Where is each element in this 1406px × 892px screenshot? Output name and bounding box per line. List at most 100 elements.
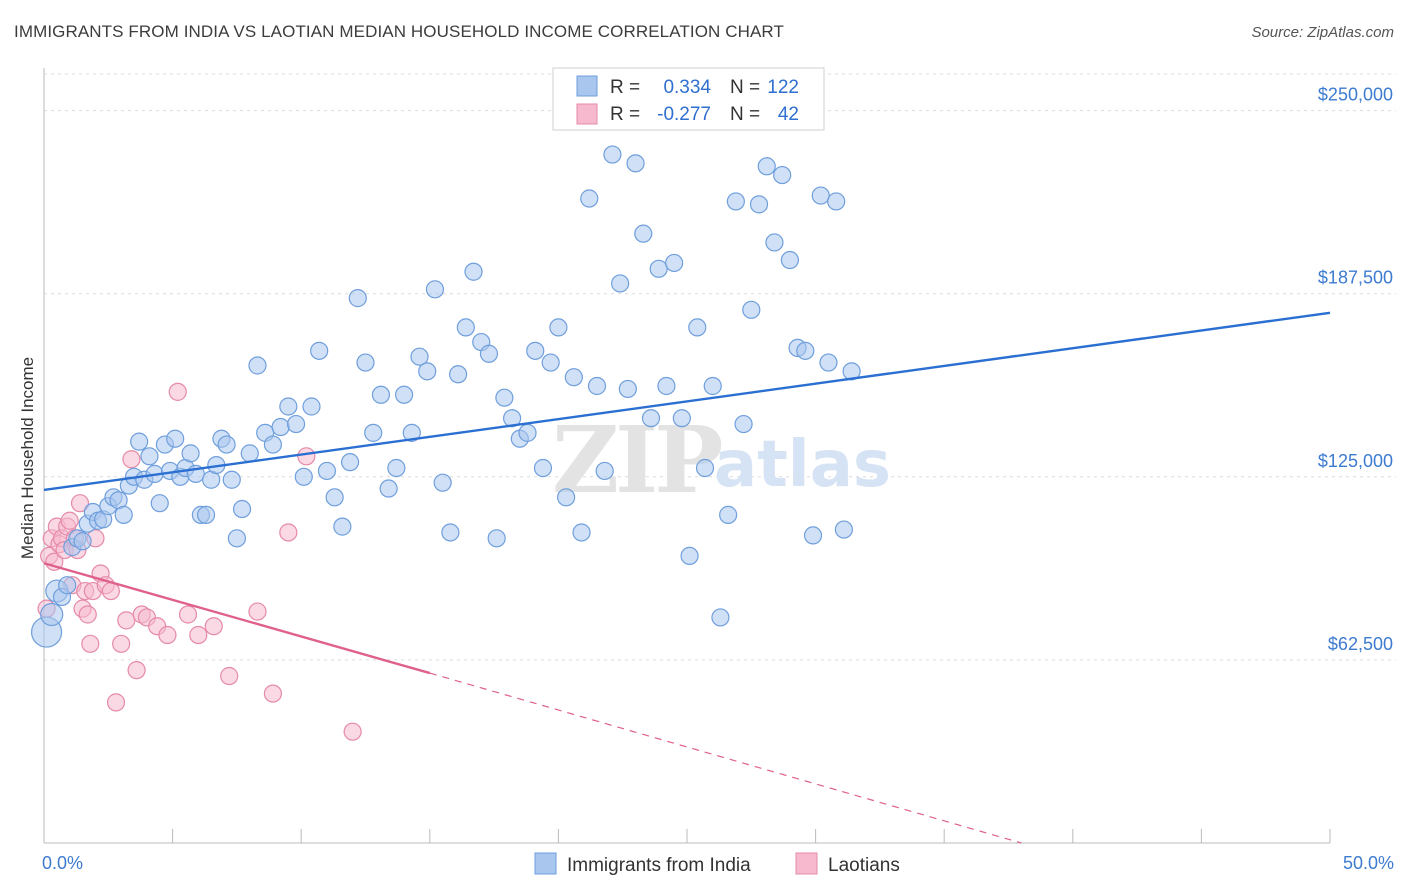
laotians-point bbox=[106, 693, 126, 712]
india-point bbox=[773, 165, 792, 185]
laotians-point bbox=[189, 625, 208, 645]
laotians-point bbox=[343, 722, 362, 741]
india-point bbox=[533, 458, 553, 478]
india-point bbox=[58, 576, 77, 595]
india-point bbox=[495, 388, 514, 407]
india-point bbox=[114, 505, 133, 524]
india-point bbox=[695, 458, 715, 478]
india-point bbox=[263, 435, 283, 454]
india-point bbox=[196, 505, 216, 524]
x-tick-labels: 0.0% 50.0% bbox=[42, 853, 1394, 873]
x-tick-label-end: 50.0% bbox=[1343, 853, 1394, 873]
trend-lines bbox=[43, 311, 1331, 844]
india-point bbox=[665, 253, 684, 273]
india-point bbox=[402, 423, 421, 442]
india-point bbox=[279, 397, 298, 416]
legend-r-value-india: 0.334 bbox=[663, 77, 711, 98]
india-point bbox=[394, 385, 414, 404]
legend-n-label-laotians: N = bbox=[730, 104, 760, 125]
india-point bbox=[827, 192, 846, 211]
india-point bbox=[749, 195, 769, 214]
laotians-point bbox=[158, 625, 177, 645]
laotians-point bbox=[78, 605, 97, 624]
y-tick-label: $187,500 bbox=[1318, 268, 1393, 288]
india-point bbox=[580, 189, 599, 208]
laotians-trend-line bbox=[43, 562, 431, 675]
legend-n-label-india: N = bbox=[730, 77, 760, 98]
india-point bbox=[742, 300, 761, 319]
laotians-point bbox=[81, 634, 100, 653]
india-point bbox=[348, 289, 367, 308]
india-point bbox=[441, 523, 460, 542]
india-point bbox=[310, 341, 329, 360]
india-point bbox=[73, 532, 92, 551]
laotians-point bbox=[297, 447, 316, 466]
india-point bbox=[518, 423, 537, 442]
india-point bbox=[418, 362, 437, 381]
india-point bbox=[364, 423, 383, 442]
india-point bbox=[703, 376, 722, 396]
india-point bbox=[479, 344, 499, 363]
india-point bbox=[286, 414, 306, 434]
india-point bbox=[371, 385, 391, 404]
laotians-point bbox=[117, 611, 136, 630]
india-point bbox=[487, 529, 506, 548]
india-point bbox=[803, 526, 823, 545]
india-point bbox=[611, 274, 630, 293]
laotians-point bbox=[220, 666, 239, 686]
india-point bbox=[564, 368, 583, 387]
laotians-point bbox=[70, 494, 90, 513]
bottom-legend-swatch-india bbox=[534, 852, 557, 875]
india-point bbox=[688, 318, 707, 337]
legend-r-label-india: R = bbox=[610, 77, 640, 98]
india-point bbox=[557, 488, 576, 507]
india-point bbox=[271, 417, 290, 437]
legend-n-value-laotians: 42 bbox=[778, 104, 799, 125]
india-point bbox=[387, 458, 406, 478]
india-point bbox=[819, 353, 838, 372]
watermark: ZIP atlas bbox=[552, 406, 891, 514]
india-point bbox=[634, 224, 653, 243]
india-point bbox=[541, 353, 560, 372]
axes bbox=[43, 68, 1331, 844]
india-point bbox=[680, 546, 699, 566]
grid-lines bbox=[44, 73, 1396, 661]
india-point bbox=[549, 318, 568, 337]
india-point bbox=[618, 379, 637, 399]
y-tick-label: $125,000 bbox=[1318, 451, 1393, 471]
india-point bbox=[757, 157, 776, 176]
india-point bbox=[140, 447, 159, 466]
x-tick-label-start: 0.0% bbox=[42, 853, 83, 873]
watermark-zip: ZIP bbox=[552, 406, 721, 514]
india-point bbox=[626, 154, 645, 173]
india-point bbox=[181, 444, 200, 463]
india-point bbox=[711, 608, 730, 627]
india-point bbox=[796, 341, 815, 360]
bottom-legend-label-laotians: Laotians bbox=[828, 855, 900, 876]
india-point bbox=[811, 186, 830, 205]
bottom-legend-swatch-laotians bbox=[795, 852, 818, 875]
laotians-point bbox=[60, 511, 79, 530]
legend-r-label-laotians: R = bbox=[610, 104, 640, 125]
india-point bbox=[302, 397, 321, 416]
laotians-point bbox=[279, 523, 298, 542]
india-point bbox=[166, 429, 185, 448]
laotians-point bbox=[168, 382, 187, 401]
india-point bbox=[719, 505, 738, 524]
y-tick-label: $250,000 bbox=[1318, 85, 1393, 105]
laotians-points bbox=[37, 382, 362, 741]
laotians-point bbox=[263, 684, 283, 703]
india-point bbox=[217, 435, 236, 454]
india-point bbox=[587, 376, 607, 396]
india-trend-line bbox=[43, 311, 1331, 492]
watermark-atlas: atlas bbox=[714, 428, 891, 502]
india-point bbox=[595, 461, 614, 481]
india-point bbox=[40, 602, 64, 627]
india-point bbox=[333, 517, 352, 536]
legend-r-value-laotians: -0.277 bbox=[657, 104, 711, 125]
legend-n-value-india: 122 bbox=[767, 77, 799, 98]
india-point bbox=[425, 280, 445, 299]
india-point bbox=[503, 409, 522, 428]
india-point bbox=[317, 461, 337, 481]
